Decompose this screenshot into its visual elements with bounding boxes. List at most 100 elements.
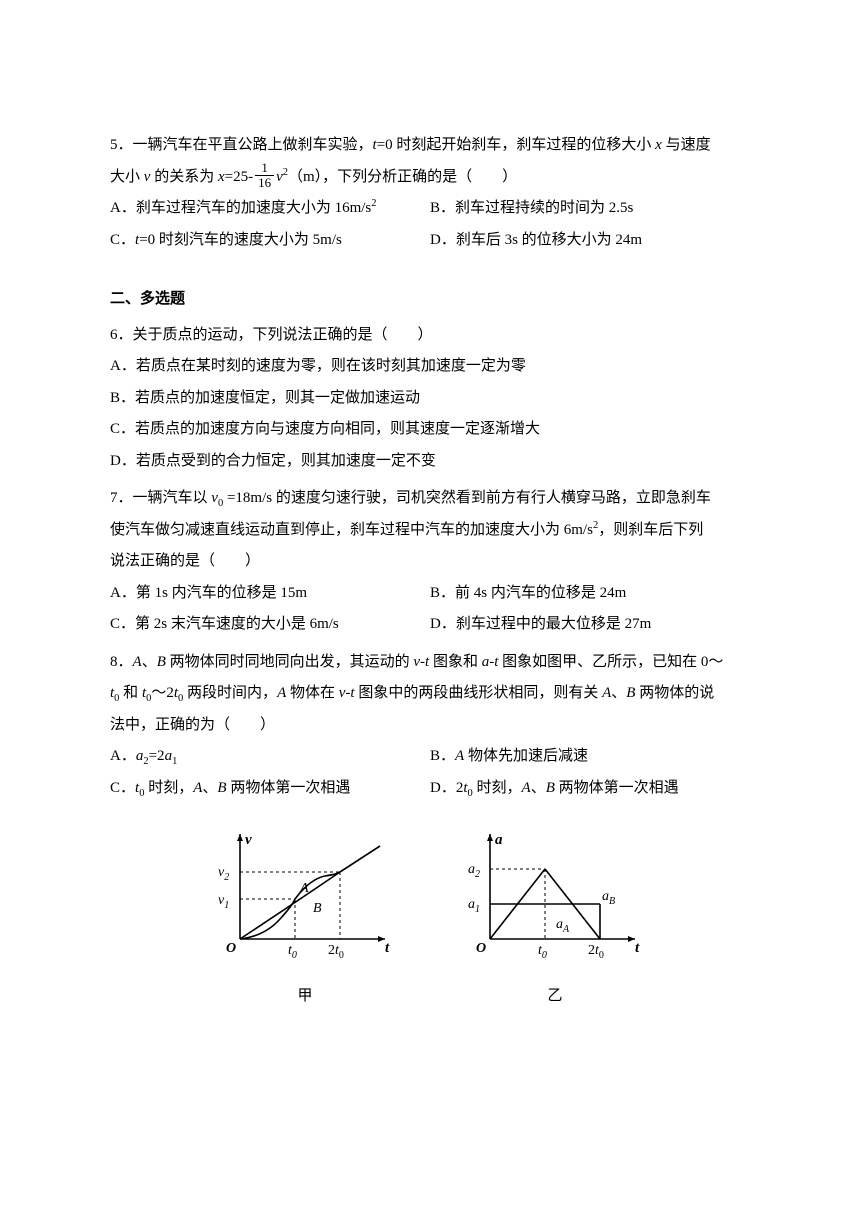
q8-A3: A (602, 685, 611, 701)
q7-v0: v (211, 490, 218, 506)
q7-options: A．第 1s 内汽车的位移是 15m B．前 4s 内汽车的位移是 24m C．… (110, 578, 750, 641)
q5-text-c: 与速度 (662, 137, 711, 153)
q7-stem-2: 使汽车做匀减速直线运动直到停止，刹车过程中汽车的加速度大小为 6m/s2，则刹车… (110, 515, 750, 547)
q5-text-d: 大小 (110, 169, 144, 185)
q8-tg: ～2 (151, 685, 174, 701)
q8-od-a: D．2 (430, 780, 463, 796)
q7-opt-c: C．第 2s 末汽车速度的大小是 6m/s (110, 609, 430, 641)
q8-oc-b: 时刻， (144, 780, 193, 796)
q8-oa-a: A． (110, 748, 136, 764)
q5-v2: v (276, 169, 283, 185)
svg-text:t0: t0 (288, 943, 297, 961)
q7-text-a: 7．一辆汽车以 (110, 490, 211, 506)
q7-text-d: ，则刹车后下列 (598, 522, 703, 538)
q6-opt-d: D．若质点受到的合力恒定，则其加速度一定不变 (110, 446, 750, 478)
figures-container: v v2 v1 A B O t0 2t0 t 甲 (110, 824, 750, 1012)
q8-ta: 8． (110, 654, 133, 670)
chart-vt: v v2 v1 A B O t0 2t0 t (210, 824, 400, 964)
fig1-label: 甲 (210, 981, 400, 1013)
q8-ob-A: A (455, 748, 464, 764)
question-7: 7．一辆汽车以 v0 =18m/s 的速度匀速行驶，司机突然看到前方有行人横穿马… (110, 483, 750, 641)
q7-text-b: =18m/s 的速度匀速行驶，司机突然看到前方有行人横穿马路，立即急刹车 (223, 490, 711, 506)
q5-text-b: =0 时刻起开始刹车，刹车过程的位移大小 (377, 137, 655, 153)
q8-opt-c: C．t0 时刻，A、B 两物体第一次相遇 (110, 773, 430, 805)
svg-text:t: t (385, 940, 390, 956)
q6-stem: 6．关于质点的运动，下列说法正确的是（ ） (110, 320, 750, 352)
q5-fraction: 116 (255, 161, 274, 189)
q8-tl: 两物体的说 (635, 685, 714, 701)
q8-tb: 、 (142, 654, 157, 670)
q8-ob-b: 物体先加速后减速 (464, 748, 588, 764)
q8-od-b: 时刻， (473, 780, 522, 796)
q8-oc-d: 两物体第一次相遇 (227, 780, 351, 796)
q5-opt-a-text: A．刹车过程汽车的加速度大小为 16m/s (110, 200, 371, 216)
q5-opt-b: B．刹车过程持续的时间为 2.5s (430, 193, 750, 225)
q8-tj: 图象中的两段曲线形状相同，则有关 (355, 685, 603, 701)
svg-text:v1: v1 (218, 893, 229, 911)
q8-oc-a: C． (110, 780, 135, 796)
q5-x: x (655, 137, 662, 153)
q8-od-c: 、 (531, 780, 546, 796)
svg-text:a2: a2 (468, 862, 480, 880)
svg-text:aB: aB (602, 889, 615, 907)
q8-stem-3: 法中，正确的为（ ） (110, 710, 750, 742)
question-5: 5．一辆汽车在平直公路上做刹车实验，t=0 时刻起开始刹车，刹车过程的位移大小 … (110, 130, 750, 256)
q6-opt-c: C．若质点的加速度方向与速度方向相同，则其速度一定逐渐增大 (110, 414, 750, 446)
q5-options: A．刹车过程汽车的加速度大小为 16m/s2 B．刹车过程持续的时间为 2.5s… (110, 193, 750, 256)
q5-text-f: =25- (225, 169, 253, 185)
q7-opt-d: D．刹车过程中的最大位移是 27m (430, 609, 750, 641)
svg-text:t: t (635, 940, 640, 956)
q8-od-B: B (546, 780, 555, 796)
chart-at: a a2 a1 aB aA O t0 2t0 t (460, 824, 650, 964)
q5-opt-a: A．刹车过程汽车的加速度大小为 16m/s2 (110, 193, 430, 225)
q5-opt-a-sup: 2 (371, 198, 376, 209)
q5-opt-d: D．刹车后 3s 的位移大小为 24m (430, 225, 750, 257)
q8-tc: 两物体同时同地同向出发，其运动的 (166, 654, 414, 670)
svg-text:A: A (299, 881, 309, 896)
q8-opt-d: D．2t0 时刻，A、B 两物体第一次相遇 (430, 773, 750, 805)
svg-text:O: O (476, 941, 486, 956)
q5-stem-2: 大小 v 的关系为 x=25-116v2（m），下列分析正确的是（ ） (110, 162, 750, 194)
q5-text-a: 5．一辆汽车在平直公路上做刹车实验， (110, 137, 373, 153)
q8-vt: v-t (413, 654, 429, 670)
q8-oa-s1: 1 (172, 756, 177, 767)
q8-te: 图象如图甲、乙所示，已知在 0～ (498, 654, 723, 670)
q5-opt-c: C．t=0 时刻汽车的速度大小为 5m/s (110, 225, 430, 257)
q8-td: 图象和 (429, 654, 482, 670)
svg-text:a: a (495, 832, 503, 848)
q8-B: B (157, 654, 166, 670)
svg-text:aA: aA (556, 917, 570, 935)
q8-at: a-t (482, 654, 499, 670)
q8-opt-a: A．a2=2a1 (110, 741, 430, 773)
q8-oc-A: A (193, 780, 202, 796)
q8-th: 两段时间内， (183, 685, 277, 701)
q8-ob-a: B． (430, 748, 455, 764)
q5-x2: x (218, 169, 225, 185)
svg-text:2t0: 2t0 (328, 943, 344, 961)
q7-opt-a: A．第 1s 内汽车的位移是 15m (110, 578, 430, 610)
q8-A: A (133, 654, 142, 670)
q8-oa-eq: =2 (149, 748, 165, 764)
q6-opt-a: A．若质点在某时刻的速度为零，则在该时刻其加速度一定为零 (110, 351, 750, 383)
q8-oa-a1: a (165, 748, 173, 764)
q5-text-e: 的关系为 (150, 169, 218, 185)
q8-od-A: A (522, 780, 531, 796)
fig2-label: 乙 (460, 981, 650, 1013)
svg-text:t0: t0 (538, 943, 547, 961)
q7-text-c: 使汽车做匀减速直线运动直到停止，刹车过程中汽车的加速度大小为 6m/s (110, 522, 593, 538)
q7-stem-1: 7．一辆汽车以 v0 =18m/s 的速度匀速行驶，司机突然看到前方有行人横穿马… (110, 483, 750, 515)
q8-stem-2: t0 和 t0～2t0 两段时间内，A 物体在 v-t 图象中的两段曲线形状相同… (110, 678, 750, 710)
svg-text:B: B (313, 901, 322, 916)
q6-opt-b: B．若质点的加速度恒定，则其一定做加速运动 (110, 383, 750, 415)
q8-tf: 和 (119, 685, 142, 701)
q5-frac-num: 1 (255, 161, 274, 176)
q8-ti: 物体在 (286, 685, 339, 701)
svg-text:O: O (226, 941, 236, 956)
question-8: 8．A、B 两物体同时同地同向出发，其运动的 v-t 图象和 a-t 图象如图甲… (110, 647, 750, 805)
q7-stem-3: 说法正确的是（ ） (110, 546, 750, 578)
figure-1: v v2 v1 A B O t0 2t0 t 甲 (210, 824, 400, 1012)
section-2-title: 二、多选题 (110, 284, 750, 316)
q5-opt-c-b: =0 时刻汽车的速度大小为 5m/s (139, 232, 342, 248)
q8-oc-c: 、 (202, 780, 217, 796)
q8-opt-b: B．A 物体先加速后减速 (430, 741, 750, 773)
